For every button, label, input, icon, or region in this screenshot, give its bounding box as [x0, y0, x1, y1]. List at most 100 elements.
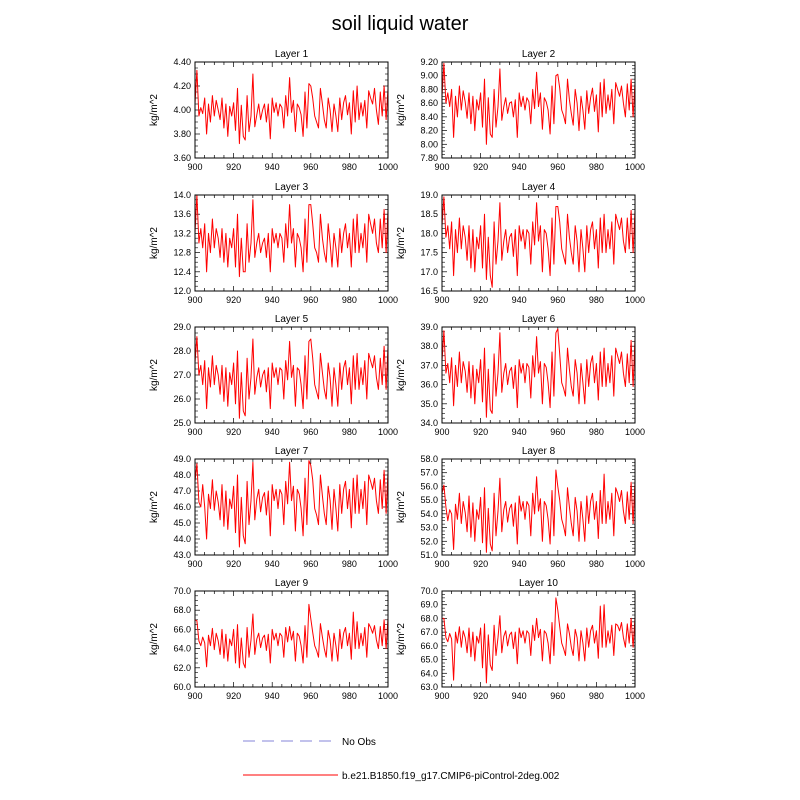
x-tick-label: 900 — [434, 427, 449, 437]
x-tick-label: 1000 — [625, 295, 645, 305]
y-tick-label: 67.0 — [420, 627, 438, 637]
y-tick-label: 26.0 — [173, 394, 191, 404]
x-tick-label: 940 — [265, 427, 280, 437]
y-tick-label: 12.4 — [173, 267, 191, 277]
x-tick-label: 900 — [187, 427, 202, 437]
x-tick-label: 940 — [265, 295, 280, 305]
x-tick-label: 960 — [303, 559, 318, 569]
x-tick-label: 920 — [226, 559, 241, 569]
y-tick-label: 63.0 — [420, 682, 438, 692]
x-tick-label: 940 — [512, 162, 527, 172]
x-tick-label: 1000 — [625, 162, 645, 172]
y-axis-label: kg/m^2 — [149, 359, 160, 391]
panel-title: Layer 5 — [275, 314, 309, 325]
x-tick-label: 960 — [550, 559, 565, 569]
x-tick-label: 960 — [303, 295, 318, 305]
plot-frame — [194, 458, 389, 556]
chart-panel-layer-9: Layer 9 kg/m^2 900 920 940 960 980 1000 60.0 62.0… — [149, 578, 398, 701]
x-tick-label: 1000 — [625, 691, 645, 701]
y-tick-label: 16.5 — [420, 286, 438, 296]
y-tick-label: 62.0 — [173, 663, 191, 673]
panel-title: Layer 7 — [275, 446, 309, 457]
x-tick-label: 1000 — [378, 162, 398, 172]
x-tick-label: 900 — [434, 559, 449, 569]
y-tick-label: 29.0 — [173, 322, 191, 332]
y-tick-label: 64.0 — [420, 668, 438, 678]
x-tick-label: 980 — [342, 162, 357, 172]
x-tick-label: 940 — [512, 295, 527, 305]
x-tick-label: 980 — [342, 559, 357, 569]
y-tick-label: 17.0 — [420, 267, 438, 277]
y-tick-label: 13.6 — [173, 209, 191, 219]
y-tick-label: 14.0 — [173, 190, 191, 200]
y-tick-label: 12.8 — [173, 248, 191, 258]
series-line-model — [194, 336, 389, 419]
y-tick-label: 70.0 — [173, 586, 191, 596]
x-tick-label: 960 — [303, 162, 318, 172]
panel-title: Layer 3 — [275, 182, 309, 193]
y-tick-label: 28.0 — [173, 346, 191, 356]
y-tick-label: 58.0 — [420, 454, 438, 464]
panel-grid: Layer 1 kg/m^2 900 920 940 960 980 1000 3.60 3.80… — [149, 49, 645, 701]
x-tick-label: 900 — [434, 691, 449, 701]
y-tick-label: 65.0 — [420, 655, 438, 665]
legend: No Obs b.e21.B1850.f19_g17.CMIP6-piContr… — [243, 737, 560, 782]
y-tick-label: 39.0 — [420, 322, 438, 332]
x-tick-label: 980 — [589, 427, 604, 437]
x-tick-label: 960 — [550, 691, 565, 701]
y-tick-label: 46.0 — [173, 502, 191, 512]
x-tick-label: 960 — [303, 427, 318, 437]
y-axis-label: kg/m^2 — [396, 623, 407, 655]
series-line-model — [441, 469, 636, 553]
y-tick-label: 3.60 — [173, 153, 191, 163]
y-tick-label: 8.80 — [420, 84, 438, 94]
y-axis-label: kg/m^2 — [396, 359, 407, 391]
chart-panel-layer-2: Layer 2 kg/m^2 900 920 940 960 980 1000 7.80 8.00… — [396, 49, 645, 172]
y-tick-label: 45.0 — [173, 518, 191, 528]
y-tick-label: 7.80 — [420, 153, 438, 163]
y-tick-label: 57.0 — [420, 468, 438, 478]
y-axis-label: kg/m^2 — [396, 491, 407, 523]
chart-panel-layer-4: Layer 4 kg/m^2 900 920 940 960 980 1000 16.5 17.0… — [396, 182, 645, 305]
x-tick-label: 920 — [473, 295, 488, 305]
y-tick-label: 69.0 — [420, 600, 438, 610]
x-tick-label: 940 — [512, 427, 527, 437]
x-tick-label: 920 — [226, 691, 241, 701]
x-tick-label: 940 — [512, 691, 527, 701]
y-tick-label: 66.0 — [173, 624, 191, 634]
plot-frame — [441, 194, 636, 292]
series-line-model — [194, 603, 389, 669]
x-tick-label: 940 — [265, 559, 280, 569]
x-tick-label: 960 — [550, 162, 565, 172]
plot-frame — [441, 590, 636, 688]
x-tick-label: 980 — [589, 559, 604, 569]
panel-title: Layer 9 — [275, 578, 309, 589]
y-tick-label: 48.0 — [173, 470, 191, 480]
y-tick-label: 43.0 — [173, 550, 191, 560]
series-line-model — [194, 460, 389, 548]
chart-panel-layer-10: Layer 10 kg/m^2 900 920 940 960 980 1000 63.0 64.… — [396, 578, 645, 701]
x-tick-label: 900 — [187, 162, 202, 172]
x-tick-label: 940 — [265, 162, 280, 172]
x-tick-label: 980 — [589, 295, 604, 305]
panel-title: Layer 8 — [522, 446, 556, 457]
panel-title: Layer 10 — [519, 578, 558, 589]
y-axis-label: kg/m^2 — [149, 94, 160, 126]
x-tick-label: 900 — [187, 691, 202, 701]
panel-title: Layer 4 — [522, 182, 556, 193]
y-tick-label: 64.0 — [173, 644, 191, 654]
x-tick-label: 920 — [226, 295, 241, 305]
y-tick-label: 12.0 — [173, 286, 191, 296]
x-tick-label: 960 — [303, 691, 318, 701]
y-tick-label: 4.40 — [173, 57, 191, 67]
series-line-model — [442, 597, 636, 684]
series-line-model — [194, 69, 389, 145]
legend-model-label: b.e21.B1850.f19_g17.CMIP6-piControl-2deg… — [342, 771, 560, 782]
y-tick-label: 4.00 — [173, 105, 191, 115]
y-tick-label: 13.2 — [173, 228, 191, 238]
y-tick-label: 44.0 — [173, 534, 191, 544]
series-line-model — [441, 196, 636, 288]
y-tick-label: 8.60 — [420, 98, 438, 108]
panel-title: Layer 2 — [522, 49, 556, 60]
